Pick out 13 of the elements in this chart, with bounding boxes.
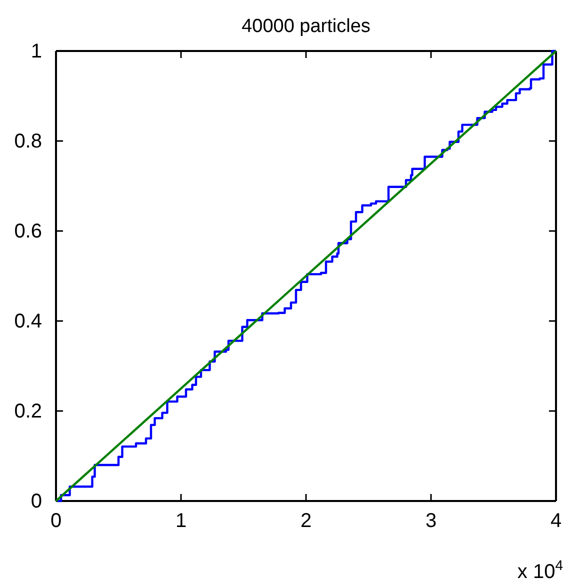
text: x 10$^{4}$ [517,557,564,583]
x-tick-label: 0 [50,510,62,532]
y-tick-label: 0.6 [14,220,42,242]
y-tick-label: 0 [30,490,42,512]
y-tick-label: 0.4 [14,310,42,332]
y-tick-label: 1 [30,40,42,62]
x-tick-label: 1 [175,510,187,532]
y-tick-label: 0.2 [14,400,42,422]
x-tick-label: 2 [300,510,312,532]
x-tick-label: 4 [550,510,562,532]
chart-title: 40000 particles [242,16,370,37]
x-tick-label: 3 [425,510,437,532]
y-tick-label: 0.8 [14,130,42,152]
